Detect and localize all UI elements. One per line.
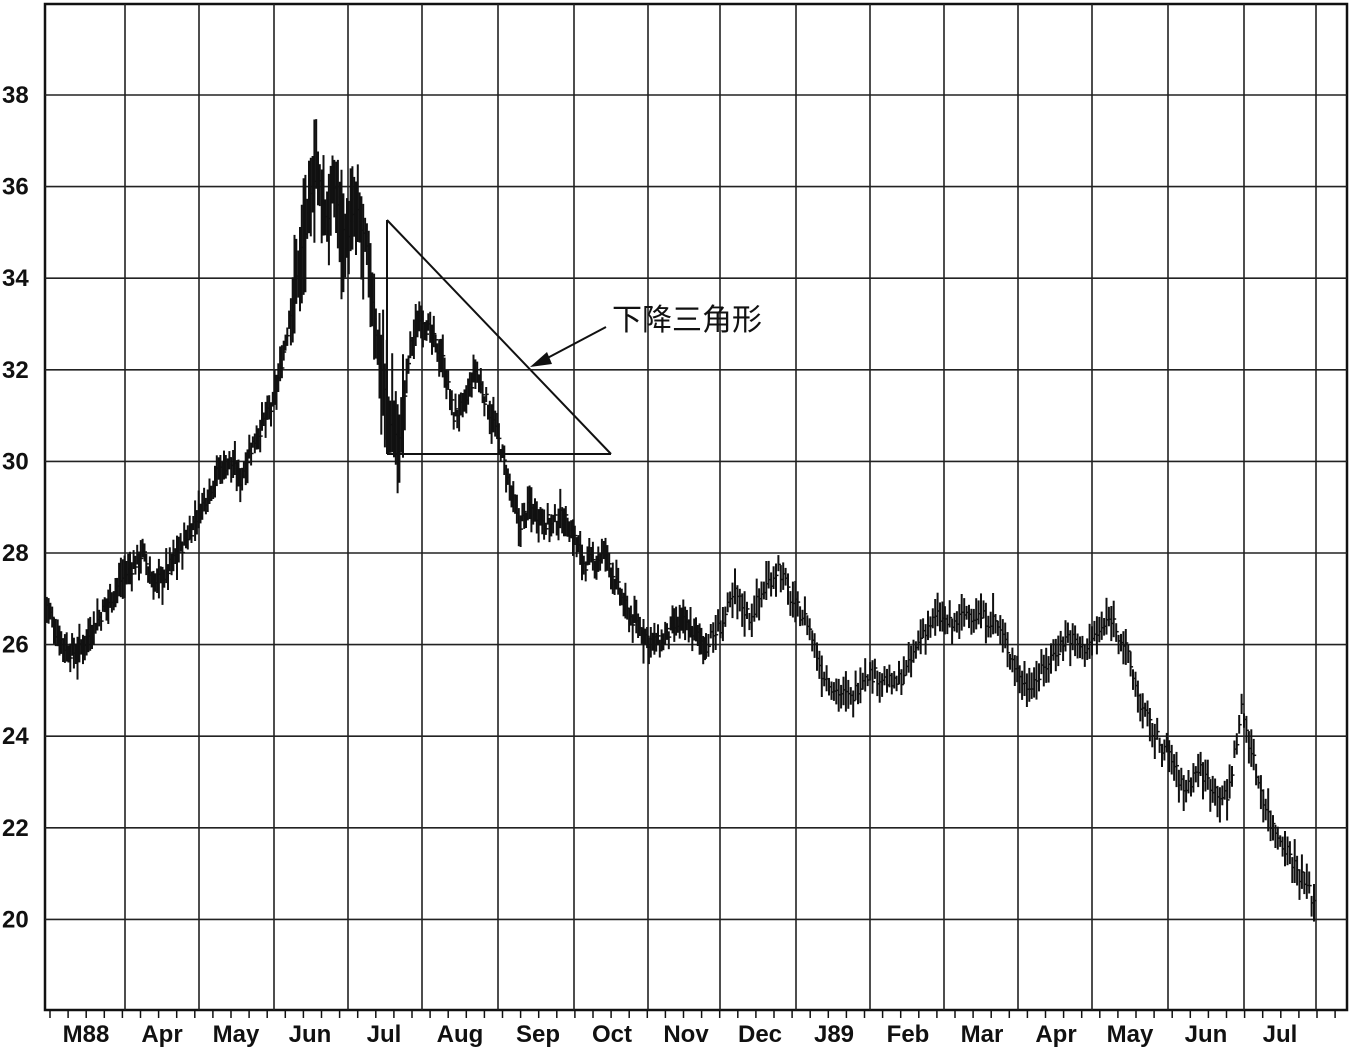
x-tick-label: May: [1107, 1021, 1154, 1048]
y-tick-label: 20: [2, 906, 29, 933]
x-tick-label: Mar: [961, 1021, 1004, 1048]
y-tick-label: 26: [2, 632, 29, 659]
x-tick-label: Aug: [437, 1021, 484, 1048]
annotation-arrow-line: [537, 326, 607, 364]
y-tick-label: 30: [2, 448, 29, 475]
y-tick-label: 32: [2, 357, 29, 384]
y-tick-label: 24: [2, 723, 29, 750]
x-tick-label: Sep: [516, 1021, 560, 1048]
x-tick-label: Apr: [141, 1021, 182, 1048]
x-tick-label: M88: [63, 1021, 110, 1048]
x-tick-label: Jun: [1185, 1021, 1228, 1048]
x-tick-label: Nov: [663, 1021, 709, 1048]
price-bars: [44, 119, 1317, 922]
x-tick-label: Dec: [738, 1021, 782, 1048]
x-tick-label: Jul: [367, 1021, 402, 1048]
x-tick-label: J89: [814, 1021, 854, 1048]
triangle-pattern: 下降三角形: [386, 219, 762, 455]
triangle-hypotenuse: [386, 219, 612, 455]
x-axis: M88 Apr May Jun Jul Aug Sep Oct Nov Dec J89 Feb Mar A…: [49, 1010, 1336, 1048]
y-tick-label: 22: [2, 815, 29, 842]
x-tick-label: May: [213, 1021, 260, 1048]
x-tick-label: Jul: [1263, 1021, 1298, 1048]
annotation-arrow-head: [530, 352, 552, 367]
plot-frame: [43, 2, 1349, 1012]
annotation-label: 下降三角形: [612, 303, 762, 338]
y-tick-label: 38: [2, 82, 29, 109]
x-tick-label: Oct: [592, 1021, 632, 1048]
grid-lines: [43, 2, 1349, 1012]
x-tick-label: Jun: [289, 1021, 332, 1048]
y-tick-label: 36: [2, 174, 29, 201]
y-tick-label: 34: [2, 265, 29, 292]
y-axis: 20 22 24 26 28 30 32 34 36 38: [2, 82, 29, 933]
x-tick-label: Apr: [1035, 1021, 1076, 1048]
x-tick-label: Feb: [887, 1021, 930, 1048]
y-tick-label: 28: [2, 540, 29, 567]
